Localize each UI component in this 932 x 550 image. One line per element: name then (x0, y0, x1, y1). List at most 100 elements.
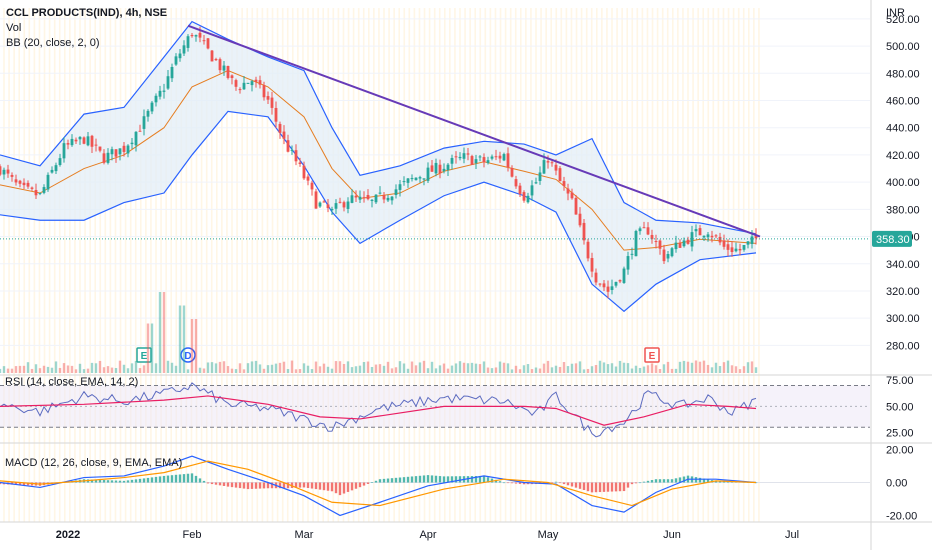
candle-body[interactable] (254, 79, 258, 82)
candle-body[interactable] (490, 156, 494, 159)
candle-body[interactable] (326, 204, 330, 209)
candle-body[interactable] (130, 142, 134, 145)
candle-body[interactable] (298, 162, 302, 164)
candle-body[interactable] (190, 35, 194, 37)
candle-body[interactable] (474, 159, 478, 164)
candle-body[interactable] (70, 138, 74, 146)
candle-body[interactable] (538, 172, 542, 181)
candle-body[interactable] (394, 189, 398, 195)
candle-body[interactable] (738, 248, 742, 251)
candle-body[interactable] (330, 208, 334, 211)
candle-body[interactable] (734, 248, 738, 252)
candle-body[interactable] (722, 240, 726, 247)
candle-body[interactable] (86, 136, 90, 146)
candle-body[interactable] (202, 40, 206, 42)
candle-body[interactable] (306, 176, 310, 181)
candle-body[interactable] (694, 229, 698, 232)
candle-body[interactable] (750, 236, 754, 244)
candle-body[interactable] (10, 174, 14, 177)
candle-body[interactable] (94, 144, 98, 146)
candle-body[interactable] (510, 168, 514, 177)
candle-body[interactable] (286, 140, 290, 152)
candle-body[interactable] (410, 178, 414, 180)
candle-body[interactable] (142, 116, 146, 129)
candle-body[interactable] (446, 164, 450, 170)
macd-line[interactable] (0, 455, 757, 517)
candle-body[interactable] (378, 192, 382, 194)
macd-pane[interactable] (0, 455, 870, 517)
candle-body[interactable] (258, 80, 262, 85)
candle-body[interactable] (498, 155, 502, 159)
candle-body[interactable] (662, 249, 666, 262)
candle-body[interactable] (390, 196, 394, 201)
last-price-tag[interactable]: 358.30 (872, 230, 912, 247)
candle-body[interactable] (230, 75, 234, 79)
candle-body[interactable] (206, 38, 210, 49)
candle-body[interactable] (718, 236, 722, 243)
candle-body[interactable] (74, 139, 78, 142)
candle-body[interactable] (438, 164, 442, 174)
candle-body[interactable] (150, 102, 154, 112)
candle-body[interactable] (434, 162, 438, 174)
candle-body[interactable] (114, 149, 118, 157)
candle-body[interactable] (546, 161, 550, 163)
candle-body[interactable] (482, 157, 486, 163)
candle-body[interactable] (574, 197, 578, 215)
candle-body[interactable] (34, 190, 38, 196)
dividend-marker-jan[interactable]: D (180, 347, 196, 363)
candle-body[interactable] (398, 184, 402, 190)
candle-body[interactable] (198, 32, 202, 38)
candle-body[interactable] (22, 182, 26, 186)
candle-body[interactable] (218, 59, 222, 71)
candle-body[interactable] (630, 253, 634, 255)
candle-body[interactable] (454, 156, 458, 158)
candle-body[interactable] (302, 165, 306, 179)
candle-body[interactable] (214, 59, 218, 61)
candle-body[interactable] (98, 146, 102, 151)
candle-body[interactable] (266, 96, 270, 100)
candle-body[interactable] (594, 272, 598, 283)
candle-body[interactable] (342, 202, 346, 208)
candle-body[interactable] (518, 185, 522, 194)
trendline[interactable] (187, 24, 761, 238)
candle-body[interactable] (742, 244, 746, 250)
candle-body[interactable] (338, 201, 342, 203)
candle-body[interactable] (194, 35, 198, 37)
candle-body[interactable] (682, 240, 686, 247)
candle-body[interactable] (138, 130, 142, 132)
candle-body[interactable] (382, 195, 386, 200)
candle-body[interactable] (274, 107, 278, 122)
candle-body[interactable] (354, 195, 358, 198)
candle-body[interactable] (270, 97, 274, 108)
candle-body[interactable] (90, 135, 94, 147)
candle-body[interactable] (238, 89, 242, 91)
candle-body[interactable] (314, 191, 318, 209)
candle-body[interactable] (458, 156, 462, 159)
candle-body[interactable] (610, 286, 614, 291)
candle-body[interactable] (234, 80, 238, 87)
rsi-line[interactable] (0, 382, 757, 438)
candle-body[interactable] (58, 158, 62, 165)
candle-body[interactable] (678, 242, 682, 248)
candle-body[interactable] (578, 213, 582, 226)
rsi-pane[interactable] (0, 382, 870, 438)
candle-body[interactable] (110, 149, 114, 155)
candle-body[interactable] (278, 123, 282, 133)
candle-body[interactable] (82, 137, 86, 144)
candle-body[interactable] (582, 222, 586, 241)
candle-body[interactable] (78, 136, 82, 140)
candle-body[interactable] (530, 185, 534, 196)
candle-body[interactable] (646, 227, 650, 235)
candle-body[interactable] (62, 143, 66, 159)
candle-body[interactable] (102, 153, 106, 163)
candle-body[interactable] (550, 162, 554, 164)
candle-body[interactable] (706, 234, 710, 238)
candle-body[interactable] (626, 256, 630, 270)
candle-body[interactable] (650, 234, 654, 240)
candle-body[interactable] (310, 182, 314, 190)
earnings-marker-may[interactable]: E (644, 347, 660, 363)
candle-body[interactable] (502, 154, 506, 161)
candle-body[interactable] (562, 181, 566, 187)
candle-body[interactable] (566, 188, 570, 194)
candle-body[interactable] (318, 202, 322, 207)
